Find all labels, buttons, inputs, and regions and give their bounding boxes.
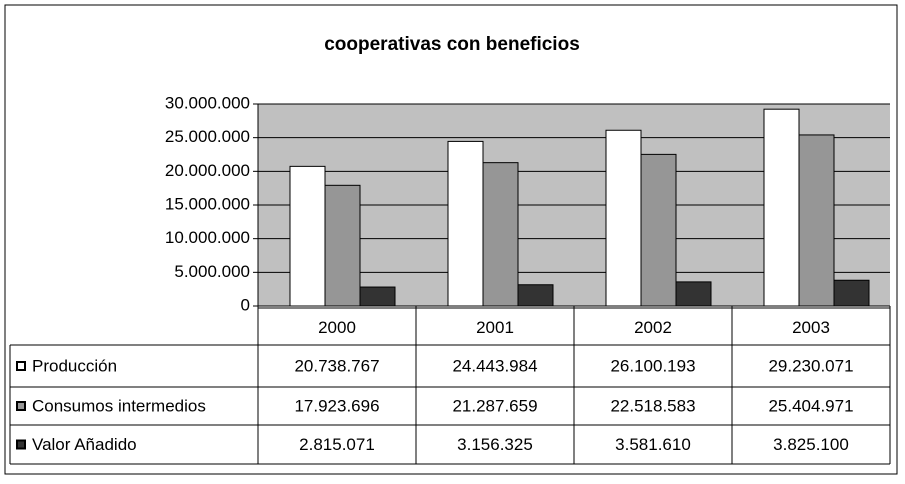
y-tick-label: 20.000.000	[165, 161, 250, 180]
legend-label: Valor Añadido	[32, 435, 137, 454]
table-value: 26.100.193	[610, 356, 695, 375]
table-value: 29.230.071	[768, 356, 853, 375]
y-tick-label: 25.000.000	[165, 127, 250, 146]
legend-label: Producción	[32, 356, 117, 375]
table-value: 25.404.971	[768, 396, 853, 415]
x-tick-label: 2003	[792, 318, 830, 337]
y-tick-label: 0	[241, 295, 250, 314]
table-value: 20.738.767	[294, 356, 379, 375]
bar	[324, 184, 361, 307]
table-value: 3.825.100	[773, 435, 849, 454]
bar	[447, 140, 484, 307]
legend-key	[16, 401, 26, 411]
y-tick-label: 15.000.000	[165, 194, 250, 213]
y-tick-label: 10.000.000	[165, 228, 250, 247]
table-value: 21.287.659	[452, 396, 537, 415]
bar	[359, 286, 396, 307]
y-tick-label: 5.000.000	[174, 262, 250, 281]
bar	[605, 129, 642, 307]
table-value: 2.815.071	[299, 435, 375, 454]
x-tick-label: 2000	[318, 318, 356, 337]
table-value: 3.581.610	[615, 435, 691, 454]
table-value: 17.923.696	[294, 396, 379, 415]
y-tick-label: 30.000.000	[165, 93, 250, 112]
bar	[482, 162, 519, 307]
table-value: 22.518.583	[610, 396, 695, 415]
bar	[675, 281, 712, 307]
x-tick-label: 2002	[634, 318, 672, 337]
bar	[763, 108, 800, 307]
legend-key	[16, 361, 26, 371]
table-value: 24.443.984	[452, 356, 537, 375]
legend-label: Consumos intermedios	[32, 396, 206, 415]
bar	[640, 153, 677, 307]
bar	[517, 284, 554, 307]
table-value: 3.156.325	[457, 435, 533, 454]
bar	[798, 134, 835, 307]
bar	[833, 279, 870, 307]
bar	[289, 165, 326, 307]
legend-key	[16, 439, 26, 450]
x-tick-label: 2001	[476, 318, 514, 337]
chart-title: cooperativas con beneficios	[324, 34, 580, 55]
